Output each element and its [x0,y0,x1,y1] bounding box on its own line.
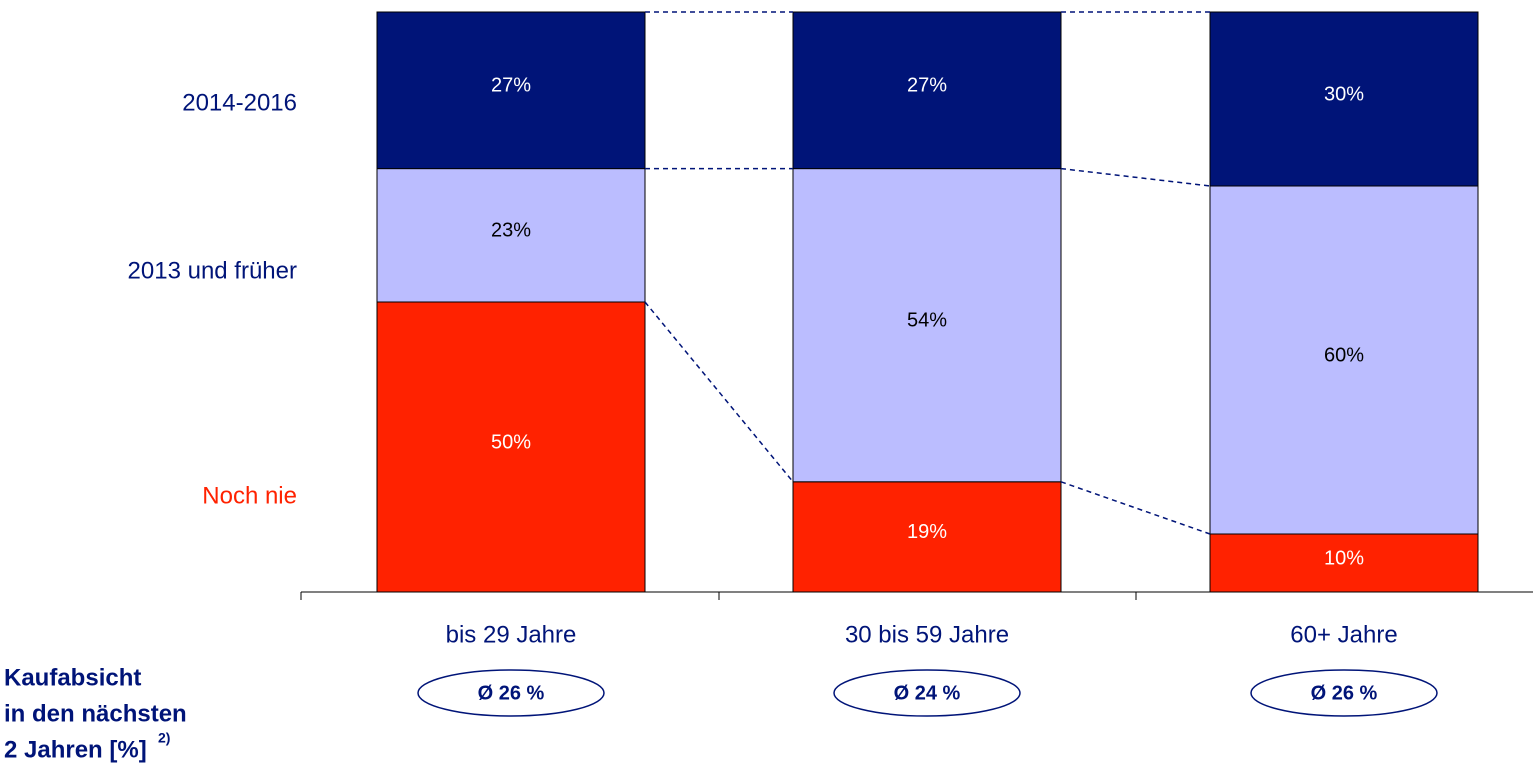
footnote-mark: 2) [158,730,170,746]
connector [1060,481,1211,535]
x-tick-label: bis 29 Jahre [446,621,577,648]
intent-ellipse [417,669,605,717]
value-label: 27% [491,75,531,97]
intent-label: Kaufabsicht [4,664,141,691]
connector [1060,167,1211,187]
x-tick-label: 30 bis 59 Jahre [845,621,1009,648]
bar-segment [376,11,646,170]
bar-segment [792,481,1062,593]
intent-value: Ø 26 % [1311,682,1378,704]
intent-ellipse [1250,669,1438,717]
connector [644,301,794,483]
value-label: 60% [1324,344,1364,366]
legend-label: 2014-2016 [182,89,297,116]
intent-label: in den nächsten [4,700,187,727]
bar-segment [376,301,646,593]
bar-segment [1209,11,1479,187]
legend-label: Noch nie [202,482,297,509]
bar-segment [792,11,1062,170]
value-label: 50% [491,431,531,453]
value-label: 30% [1324,83,1364,105]
intent-value: Ø 26 % [478,682,545,704]
intent-value: Ø 24 % [894,682,961,704]
bar-segment [792,168,1062,483]
bar-segment [376,168,646,303]
legend-label: 2013 und früher [128,257,297,284]
value-label: 19% [907,521,947,543]
value-label: 10% [1324,547,1364,569]
x-tick-label: 60+ Jahre [1290,621,1397,648]
value-label: 23% [491,220,531,242]
value-label: 54% [907,309,947,331]
value-label: 27% [907,75,947,97]
intent-label: 2 Jahren [%] [4,736,147,763]
intent-ellipse [833,669,1021,717]
bar-segment [1209,185,1479,535]
